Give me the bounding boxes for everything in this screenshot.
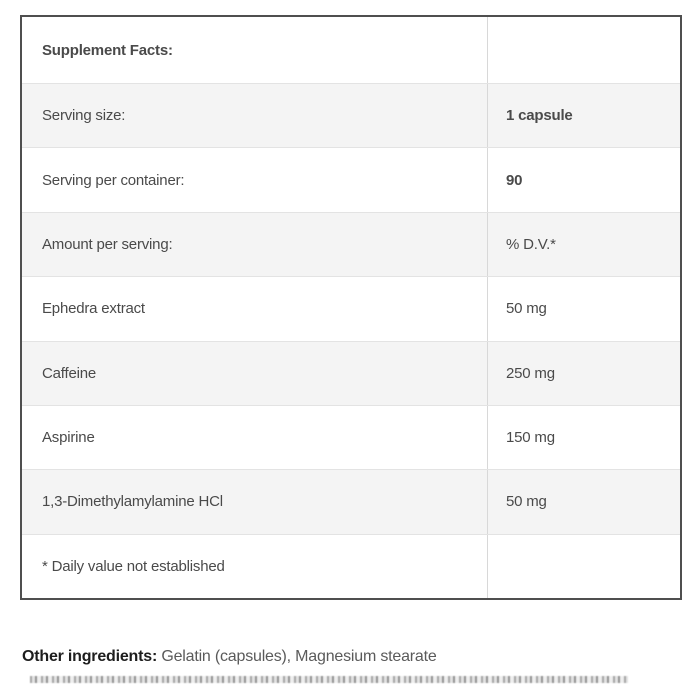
table-row-daily-value-note: * Daily value not established — [22, 533, 680, 598]
row-label: Aspirine — [42, 429, 95, 447]
row-value: % D.V.* — [487, 212, 680, 277]
row-value: 50 mg — [487, 470, 680, 534]
row-value: 1 capsule — [487, 84, 680, 148]
table-row-amount-per-serving: Amount per serving: % D.V.* — [22, 211, 680, 277]
row-label: Ephedra extract — [42, 300, 145, 318]
row-value: 150 mg — [487, 405, 680, 470]
supplement-facts-table: Supplement Facts: Serving size: 1 capsul… — [20, 15, 682, 600]
table-row-ephedra-extract: Ephedra extract 50 mg — [22, 276, 680, 341]
other-ingredients-label: Other ingredients: — [22, 648, 158, 665]
other-ingredients-line: Other ingredients: Gelatin (capsules), M… — [22, 648, 437, 666]
row-value — [487, 534, 680, 598]
table-title: Supplement Facts: — [42, 41, 173, 59]
bottom-torn-edge — [30, 676, 628, 683]
table-row-aspirine: Aspirine 150 mg — [22, 404, 680, 470]
other-ingredients-value: Gelatin (capsules), Magnesium stearate — [157, 648, 437, 665]
row-label: * Daily value not established — [42, 557, 225, 575]
row-label: Caffeine — [42, 364, 96, 382]
table-row-servings-per-container: Serving per container: 90 — [22, 147, 680, 212]
table-row-caffeine: Caffeine 250 mg — [22, 340, 680, 405]
row-label: Serving per container: — [42, 171, 185, 189]
table-title-value — [487, 17, 680, 83]
row-value: 90 — [487, 148, 680, 212]
row-label: 1,3-Dimethylamylamine HCl — [42, 493, 223, 511]
table-row-serving-size: Serving size: 1 capsule — [22, 83, 680, 148]
table-row-dmaa: 1,3-Dimethylamylamine HCl 50 mg — [22, 469, 680, 534]
row-value: 50 mg — [487, 277, 680, 341]
table-row-title: Supplement Facts: — [22, 17, 680, 83]
row-value: 250 mg — [487, 341, 680, 405]
row-label: Serving size: — [42, 107, 126, 125]
row-label: Amount per serving: — [42, 235, 173, 253]
